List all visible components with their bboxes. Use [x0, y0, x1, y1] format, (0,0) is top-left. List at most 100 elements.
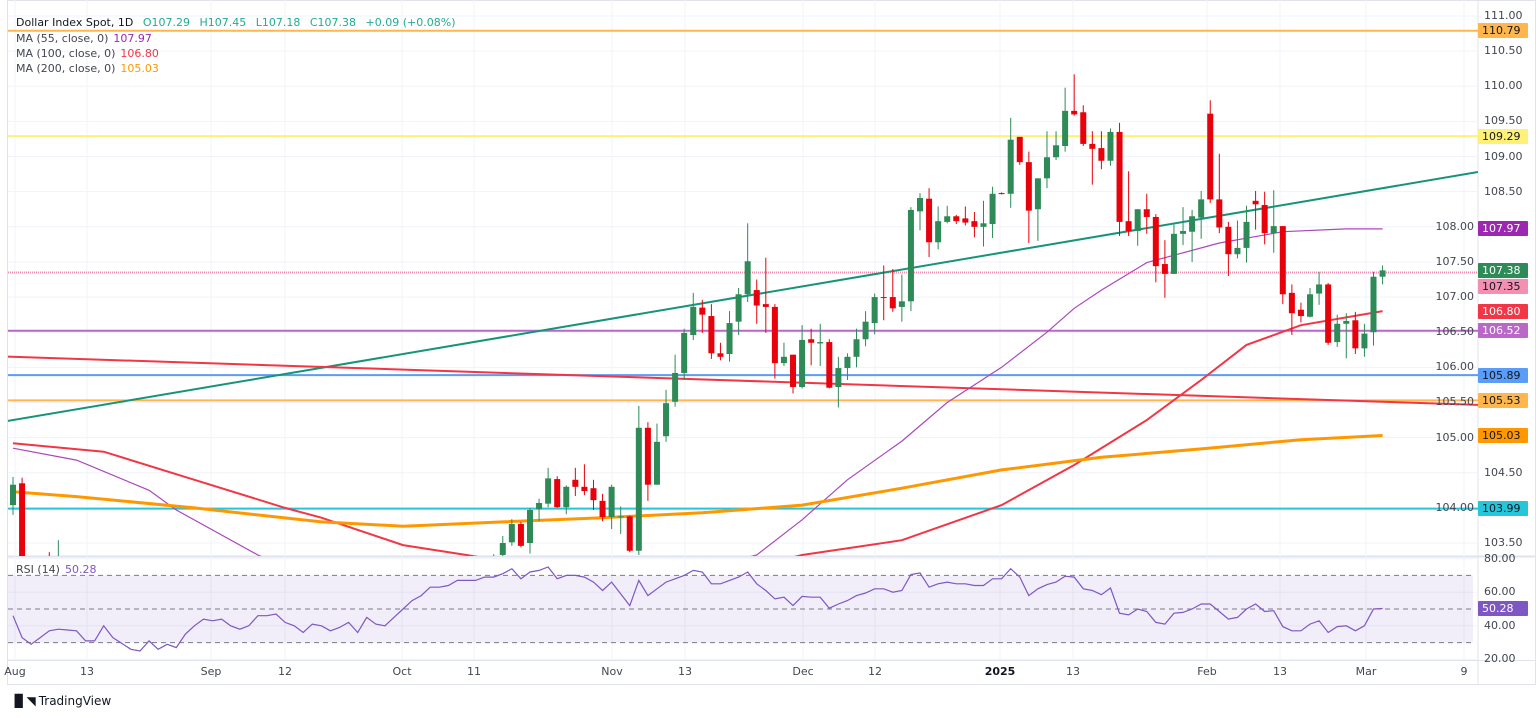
candle [1170, 224, 1177, 274]
candle-body [699, 307, 706, 315]
candle-body [608, 486, 615, 518]
candle-body [690, 306, 697, 336]
time-tick-label: 12 [868, 665, 882, 678]
candle [799, 325, 806, 389]
candle-body [953, 216, 960, 222]
candle-body [1352, 320, 1359, 349]
candle [1125, 171, 1132, 236]
candle-body [971, 221, 978, 227]
chart-canvas[interactable] [0, 0, 1536, 690]
candle-body [536, 502, 543, 510]
candle [735, 287, 742, 336]
rsi-tick-label: 80.00 [1484, 551, 1516, 565]
candle-body [1071, 110, 1078, 115]
candle [1007, 117, 1014, 208]
symbol-legend: Dollar Index Spot, 1D O107.29 H107.45 L1… [16, 15, 456, 30]
candle [944, 205, 951, 224]
price-tick-label: 107.00 [1435, 290, 1475, 304]
time-tick-label: Feb [1197, 665, 1217, 678]
candle-body [726, 323, 733, 354]
candle [1270, 190, 1277, 253]
candle [844, 353, 851, 380]
candle [962, 206, 969, 226]
rsi-legend[interactable]: RSI (14) 50.28 [16, 563, 96, 576]
candle [1279, 226, 1286, 305]
candle-body [1007, 139, 1014, 194]
candle [57, 540, 59, 556]
candle-body [563, 486, 570, 508]
candle [1152, 214, 1159, 283]
candle [1161, 240, 1168, 298]
tradingview-logo-text: TradingView [38, 694, 112, 708]
candle [1352, 311, 1359, 354]
candle-body [862, 321, 869, 340]
candle [563, 485, 570, 515]
ohlc-change: +0.09 (+0.08%) [365, 16, 456, 29]
candle-body [626, 516, 633, 551]
candle-body [926, 198, 933, 243]
tradingview-logo-icon: ▐▌◥ [10, 694, 36, 708]
candle-body [1062, 110, 1069, 146]
candle-body [826, 342, 833, 388]
ma200-legend[interactable]: MA (200, close, 0) 105.03 [16, 61, 159, 76]
candle [1034, 178, 1041, 241]
candle [726, 311, 733, 362]
time-tick-label: Aug [4, 665, 26, 678]
candle [508, 519, 515, 546]
candle-body [572, 479, 579, 487]
candle-body [935, 221, 942, 243]
time-tick-label: Sep [200, 665, 222, 678]
candle [1261, 191, 1268, 245]
candle [817, 323, 824, 366]
level-price-badge: 109.29 [1478, 128, 1528, 144]
candle [1234, 220, 1241, 259]
candle [1307, 287, 1314, 318]
price-tick-label: 106.50 [1435, 325, 1475, 339]
time-tick-label: Dec [792, 665, 814, 678]
candle-body [1089, 143, 1096, 149]
candle-body [508, 524, 515, 543]
candle [581, 464, 588, 496]
candle-body [1279, 226, 1286, 295]
symbol-name[interactable]: Dollar Index Spot, 1D [16, 16, 134, 29]
candle-body [1080, 112, 1087, 144]
candle-body [1043, 157, 1050, 179]
time-tick-label: 11 [467, 665, 481, 678]
rsi-tick-label: 20.00 [1484, 652, 1516, 666]
candle [536, 498, 543, 522]
candle-body [554, 479, 561, 508]
candle-body [753, 290, 760, 306]
candle [753, 279, 760, 324]
time-tick-label: 9 [1460, 665, 1468, 678]
price-tick-label: 103.50 [1484, 536, 1523, 550]
candle-body [780, 356, 787, 364]
candle-body [1307, 294, 1314, 317]
candle-body [762, 304, 769, 307]
candle [926, 188, 933, 258]
candle-body [681, 332, 688, 373]
candle-body [1297, 309, 1304, 317]
rsi-line [12, 566, 1383, 652]
rsi-pane[interactable] [8, 566, 1473, 652]
candle-body [989, 193, 996, 224]
price-tick-label: 106.00 [1435, 360, 1475, 374]
candle-body [1152, 216, 1159, 267]
candle-body [1243, 221, 1250, 248]
candles [10, 74, 1386, 556]
candle [1134, 209, 1141, 246]
ma100-value: 106.80 [120, 47, 159, 60]
tradingview-logo[interactable]: ▐▌◥ TradingView [10, 694, 111, 708]
candle-body [998, 193, 1005, 195]
price-pane[interactable] [0, 29, 1478, 607]
candle-body [907, 209, 914, 302]
ma100-legend[interactable]: MA (100, close, 0) 106.80 [16, 46, 159, 61]
time-tick-label: Oct [392, 665, 412, 678]
candle [1016, 136, 1023, 165]
candle-body [545, 478, 552, 504]
time-tick-label: 12 [278, 665, 292, 678]
candle [1207, 100, 1214, 203]
price-tick-label: 108.50 [1484, 184, 1523, 198]
ma55-legend[interactable]: MA (55, close, 0) 107.97 [16, 31, 152, 46]
time-tick-label: 13 [80, 665, 94, 678]
candle [953, 214, 960, 224]
